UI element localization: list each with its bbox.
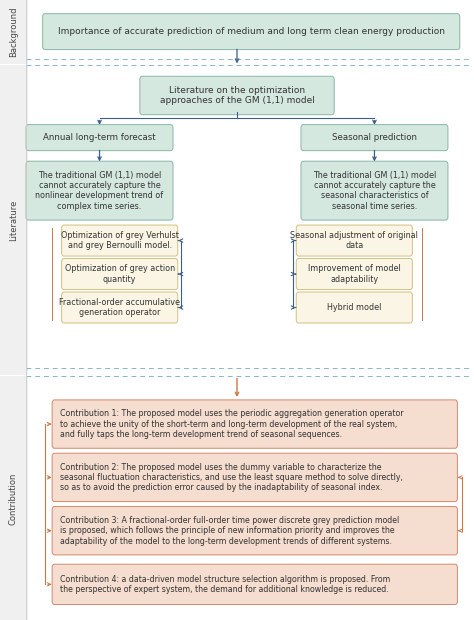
Text: Literature on the optimization
approaches of the GM (1,1) model: Literature on the optimization approache… [160, 86, 314, 105]
Text: Seasonal adjustment of original
data: Seasonal adjustment of original data [291, 231, 418, 250]
Text: The traditional GM (1,1) model
cannot accurately capture the
nonlinear developme: The traditional GM (1,1) model cannot ac… [36, 170, 164, 211]
Text: Contribution: Contribution [9, 473, 18, 525]
FancyBboxPatch shape [62, 259, 178, 290]
FancyBboxPatch shape [62, 292, 178, 323]
Text: Seasonal prediction: Seasonal prediction [332, 133, 417, 142]
FancyBboxPatch shape [52, 453, 457, 502]
Text: Hybrid model: Hybrid model [327, 303, 382, 312]
Bar [0, 0, 28, 64]
Text: Optimization of grey Verhulst
and grey Bernoulli model.: Optimization of grey Verhulst and grey B… [61, 231, 179, 250]
FancyBboxPatch shape [26, 125, 173, 151]
FancyBboxPatch shape [301, 125, 448, 151]
FancyBboxPatch shape [301, 161, 448, 220]
Text: Importance of accurate prediction of medium and long term clean energy productio: Importance of accurate prediction of med… [58, 27, 445, 36]
Text: The traditional GM (1,1) model
cannot accurately capture the
seasonal characteri: The traditional GM (1,1) model cannot ac… [313, 170, 436, 211]
FancyBboxPatch shape [62, 225, 178, 256]
FancyBboxPatch shape [52, 564, 457, 604]
Text: Literature: Literature [9, 200, 18, 241]
FancyBboxPatch shape [26, 161, 173, 220]
Text: Contribution 3: A fractional-order full-order time power discrete grey predictio: Contribution 3: A fractional-order full-… [60, 516, 400, 546]
FancyBboxPatch shape [296, 225, 412, 256]
FancyBboxPatch shape [43, 14, 460, 50]
FancyBboxPatch shape [296, 292, 412, 323]
Text: Contribution 2: The proposed model uses the dummy variable to characterize the
s: Contribution 2: The proposed model uses … [60, 463, 403, 492]
Text: Contribution 1: The proposed model uses the periodic aggregation generation oper: Contribution 1: The proposed model uses … [60, 409, 404, 439]
FancyBboxPatch shape [52, 400, 457, 448]
Text: Improvement of model
adaptability: Improvement of model adaptability [308, 264, 401, 284]
FancyBboxPatch shape [52, 507, 457, 555]
Text: Fractional-order accumulative
generation operator: Fractional-order accumulative generation… [59, 298, 180, 317]
Bar [0, 376, 28, 620]
Bar [0, 65, 28, 375]
Text: Optimization of grey action
quantity: Optimization of grey action quantity [64, 264, 175, 284]
Text: Background: Background [9, 7, 18, 58]
Text: Annual long-term forecast: Annual long-term forecast [43, 133, 156, 142]
Text: Contribution 4: a data-driven model structure selection algorithm is proposed. F: Contribution 4: a data-driven model stru… [60, 575, 391, 594]
FancyBboxPatch shape [296, 259, 412, 290]
FancyBboxPatch shape [140, 76, 334, 115]
